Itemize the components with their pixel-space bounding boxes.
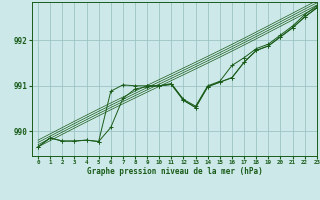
X-axis label: Graphe pression niveau de la mer (hPa): Graphe pression niveau de la mer (hPa) (86, 167, 262, 176)
